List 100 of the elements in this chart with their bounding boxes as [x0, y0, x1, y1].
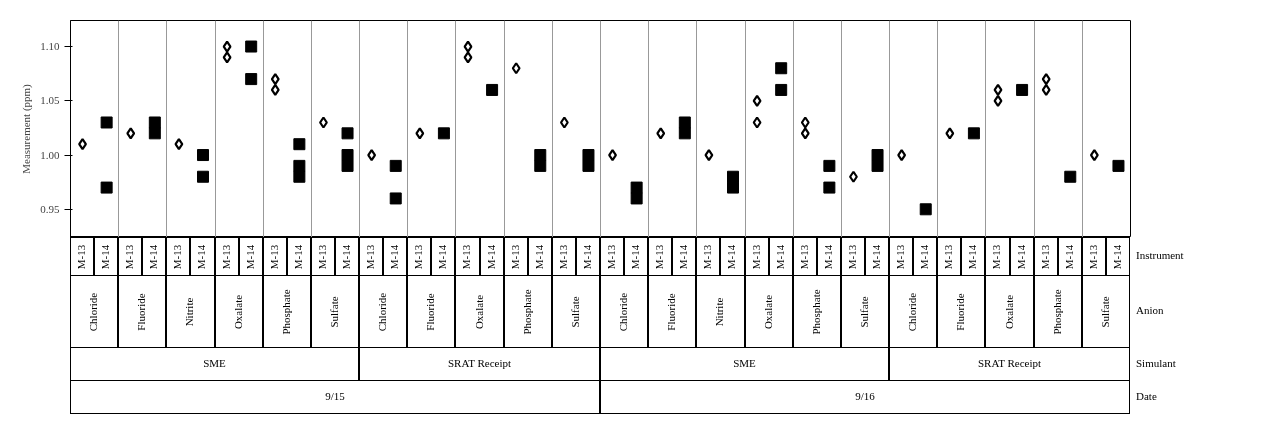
x-tick-label: M-13: [652, 244, 667, 269]
text: Phosphate: [808, 288, 823, 335]
text: SME: [732, 356, 757, 372]
text: Nitrite: [182, 297, 197, 326]
text: 9/16: [854, 389, 876, 405]
point: [656, 127, 666, 140]
x-tick-label: M-13: [363, 244, 378, 269]
point: [534, 149, 547, 162]
text: Simulant: [1136, 355, 1176, 371]
point: [582, 159, 595, 172]
x-tick-label: M-14: [628, 244, 643, 269]
x-tick-label: M-13: [941, 244, 956, 269]
x-tick-label: M-14: [483, 244, 498, 269]
x-tick-label: M-13: [700, 244, 715, 269]
x-tick-label: M-13: [893, 244, 908, 269]
text: Chloride: [905, 292, 920, 331]
point: [486, 83, 499, 96]
x-tick-label: M-14: [387, 244, 402, 269]
text: Phosphate: [519, 288, 534, 335]
point: [727, 181, 739, 194]
point: [871, 159, 884, 172]
point: [775, 83, 788, 96]
x-tick-label: M-14: [724, 244, 739, 269]
x-tick-label: M-13: [218, 244, 233, 269]
text: Instrument: [1136, 248, 1184, 263]
text: 9/15: [324, 389, 346, 405]
x-tick-label: M-13: [796, 244, 811, 269]
x-tick-label: M-13: [556, 244, 570, 269]
x-tick-label: M-13: [74, 244, 89, 269]
point: [148, 116, 161, 129]
point: [775, 62, 788, 75]
text: Chloride: [86, 292, 101, 331]
point: [993, 94, 1003, 107]
text: SME: [202, 356, 227, 372]
text: Sulfate: [1098, 295, 1113, 328]
x-tick-label: M-14: [676, 244, 691, 269]
x-tick-label: M-14: [339, 244, 354, 269]
text: Nitrite: [712, 297, 727, 326]
point: [945, 127, 955, 140]
x-tick-label: M-14: [917, 244, 932, 269]
point: [630, 192, 643, 205]
text: Fluoride: [953, 292, 968, 331]
point: [800, 116, 810, 129]
point: [823, 181, 836, 194]
x-tick-label: M-14: [821, 244, 835, 269]
x-tick-label: M-14: [194, 244, 209, 269]
point: [1041, 72, 1051, 86]
point: [415, 127, 425, 140]
y-tick-label: 1.00: [40, 148, 60, 161]
point: [293, 138, 306, 151]
point: [1064, 170, 1077, 183]
point: [582, 149, 595, 162]
point: [245, 73, 258, 86]
point: [197, 170, 209, 183]
text: SRAT Receipt: [447, 356, 513, 372]
x-tick-label: M-13: [845, 244, 860, 269]
point: [389, 159, 402, 172]
x-tick-label: M-14: [98, 244, 113, 269]
point: [341, 159, 354, 172]
x-tick-label: M-13: [122, 244, 137, 269]
point: [704, 148, 714, 162]
point: [222, 40, 232, 53]
x-tick-label: M-14: [1110, 244, 1125, 269]
text: Anion: [1136, 303, 1164, 318]
x-tick-label: M-14: [435, 244, 450, 269]
point: [1041, 83, 1051, 97]
point: [293, 159, 306, 172]
x-tick-label: M-13: [411, 244, 426, 269]
point: [126, 127, 136, 140]
text: Sulfate: [857, 295, 872, 328]
text: Fluoride: [423, 292, 438, 331]
x-tick-label: M-13: [459, 244, 474, 269]
text: Date: [1136, 388, 1157, 404]
point: [463, 51, 473, 64]
text: Oxalate: [230, 294, 245, 329]
point: [341, 127, 354, 140]
point: [270, 83, 280, 97]
point: [1016, 83, 1029, 96]
point: [678, 116, 691, 129]
x-tick-label: M-13: [1037, 244, 1052, 269]
point: [534, 159, 547, 172]
y-axis-title: Measurement (ppm): [20, 83, 34, 174]
x-tick-label: M-13: [170, 244, 185, 269]
point: [678, 127, 691, 140]
text: Oxalate: [1001, 294, 1016, 329]
point: [630, 181, 643, 194]
point: [367, 148, 377, 162]
y-tick-label: 1.05: [40, 94, 60, 107]
point: [800, 127, 810, 140]
point: [1089, 148, 1099, 162]
x-tick-label: M-14: [580, 244, 595, 269]
text: SRAT Receipt: [977, 356, 1043, 372]
point: [222, 51, 232, 64]
point: [174, 138, 184, 151]
point: [1112, 159, 1125, 172]
point: [463, 40, 473, 53]
text: Sulfate: [327, 295, 342, 328]
point: [752, 94, 762, 107]
point: [197, 149, 209, 162]
x-tick-label: M-13: [266, 244, 281, 269]
